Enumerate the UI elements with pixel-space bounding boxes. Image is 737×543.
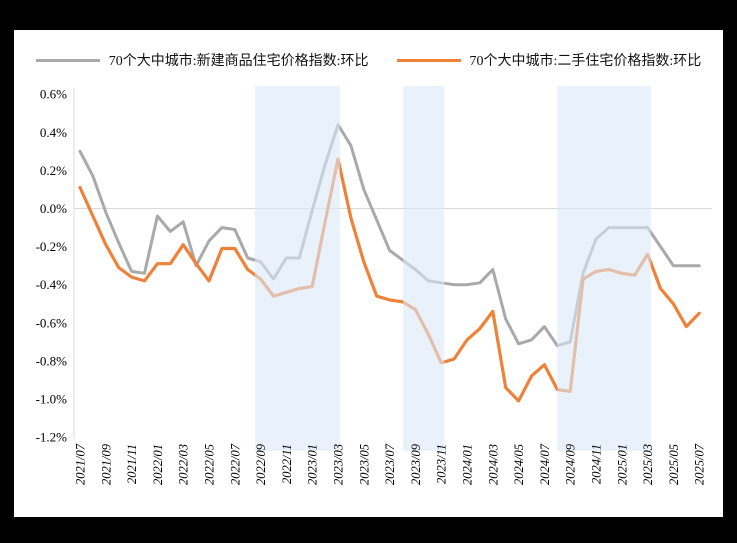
y-axis-tick-label: 0.4% [40, 125, 67, 140]
y-axis-tick-label: 0.6% [40, 87, 67, 102]
x-axis-tick-label: 2021/11 [125, 444, 139, 484]
x-axis-tick-label: 2023/09 [409, 443, 423, 485]
y-axis-tick-label: -0.2% [36, 239, 68, 254]
x-axis-tick-label: 2022/03 [177, 444, 191, 485]
x-axis-tick-label: 2022/09 [254, 443, 268, 485]
x-axis-tick-label: 2024/07 [538, 443, 552, 485]
legend-item-second-hand: 70个大中城市:二手住宅价格指数:环比 [396, 50, 702, 70]
x-axis-tick-label: 2023/11 [435, 444, 449, 484]
x-axis-tick-label: 2024/09 [564, 443, 578, 485]
y-axis-tick-label: -0.6% [36, 315, 68, 330]
x-axis-tick-label: 2025/07 [693, 443, 707, 485]
x-axis-tick-label: 2022/07 [228, 443, 242, 485]
y-axis-tick-label: 0.0% [40, 201, 67, 216]
y-axis-tick-label: -1.0% [36, 392, 68, 407]
highlight-band [557, 86, 651, 451]
legend-line-swatch-orange [396, 58, 461, 62]
y-axis-tick-label: -1.2% [36, 430, 68, 445]
x-axis-tick-label: 2023/03 [332, 444, 346, 485]
x-axis-tick-label: 2022/01 [151, 444, 165, 485]
x-axis-tick-label: 2022/11 [280, 444, 294, 484]
x-axis-tick-label: 2025/01 [615, 444, 629, 485]
x-axis-tick-label: 2024/01 [461, 444, 475, 485]
highlight-band [254, 86, 340, 451]
line-chart-canvas: 0.6% 0.4% 0.2% 0.0% -0.2% -0.4% -0.6% -0.8% -1.0… [36, 86, 712, 485]
x-axis-tick-label: 2024/03 [486, 444, 500, 485]
x-axis-tick-label: 2024/11 [590, 444, 604, 484]
x-axis-tick-label: 2021/07 [74, 443, 88, 485]
chart-card: 70个大中城市:新建商品住宅价格指数:环比 70个大中城市:二手住宅价格指数:环… [14, 30, 723, 517]
x-axis-tick-label: 2025/05 [667, 444, 681, 485]
legend-label-new-homes: 70个大中城市:新建商品住宅价格指数:环比 [108, 54, 369, 69]
chart-legend: 70个大中城市:新建商品住宅价格指数:环比 70个大中城市:二手住宅价格指数:环… [14, 50, 723, 70]
x-axis-tick-label: 2023/05 [357, 444, 371, 485]
x-axis-tick-label: 2023/07 [383, 443, 397, 485]
x-axis-tick-label: 2024/05 [512, 444, 526, 485]
legend-label-second-hand: 70个大中城市:二手住宅价格指数:环比 [469, 54, 702, 69]
y-axis-tick-label: -0.4% [36, 277, 68, 292]
legend-line-swatch-gray [35, 58, 100, 62]
x-axis-tick-label: 2022/05 [203, 444, 217, 485]
x-axis-tick-label: 2025/03 [641, 444, 655, 485]
legend-item-new-homes: 70个大中城市:新建商品住宅价格指数:环比 [35, 50, 369, 70]
x-axis-tick-label: 2021/09 [99, 443, 113, 485]
y-axis-tick-label: 0.2% [40, 163, 67, 178]
x-axis-tick-label: 2023/01 [306, 444, 320, 485]
highlight-band [403, 86, 445, 451]
y-axis-tick-label: -0.8% [36, 353, 68, 368]
